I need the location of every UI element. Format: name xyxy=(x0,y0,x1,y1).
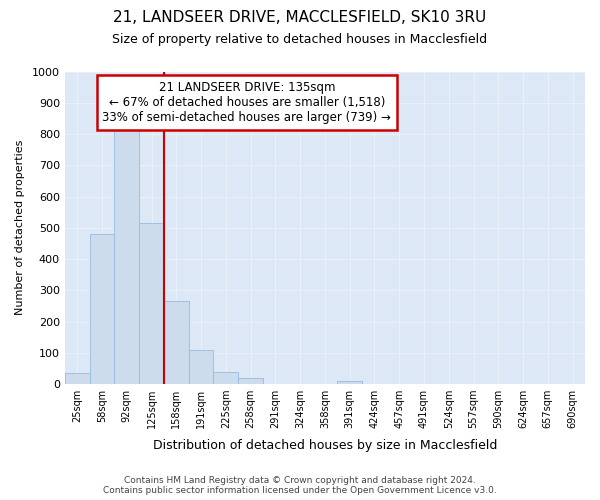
Y-axis label: Number of detached properties: Number of detached properties xyxy=(15,140,25,316)
Bar xyxy=(164,301,188,384)
X-axis label: Distribution of detached houses by size in Macclesfield: Distribution of detached houses by size … xyxy=(153,440,497,452)
Bar xyxy=(115,128,139,384)
Bar xyxy=(89,234,115,384)
Bar xyxy=(238,378,263,384)
Bar xyxy=(65,373,89,384)
Bar xyxy=(139,223,164,384)
Text: Contains HM Land Registry data © Crown copyright and database right 2024.
Contai: Contains HM Land Registry data © Crown c… xyxy=(103,476,497,495)
Bar xyxy=(214,372,238,384)
Bar xyxy=(188,350,214,384)
Text: 21, LANDSEER DRIVE, MACCLESFIELD, SK10 3RU: 21, LANDSEER DRIVE, MACCLESFIELD, SK10 3… xyxy=(113,10,487,25)
Text: 21 LANDSEER DRIVE: 135sqm
← 67% of detached houses are smaller (1,518)
33% of se: 21 LANDSEER DRIVE: 135sqm ← 67% of detac… xyxy=(103,81,391,124)
Text: Size of property relative to detached houses in Macclesfield: Size of property relative to detached ho… xyxy=(112,32,488,46)
Bar xyxy=(337,381,362,384)
